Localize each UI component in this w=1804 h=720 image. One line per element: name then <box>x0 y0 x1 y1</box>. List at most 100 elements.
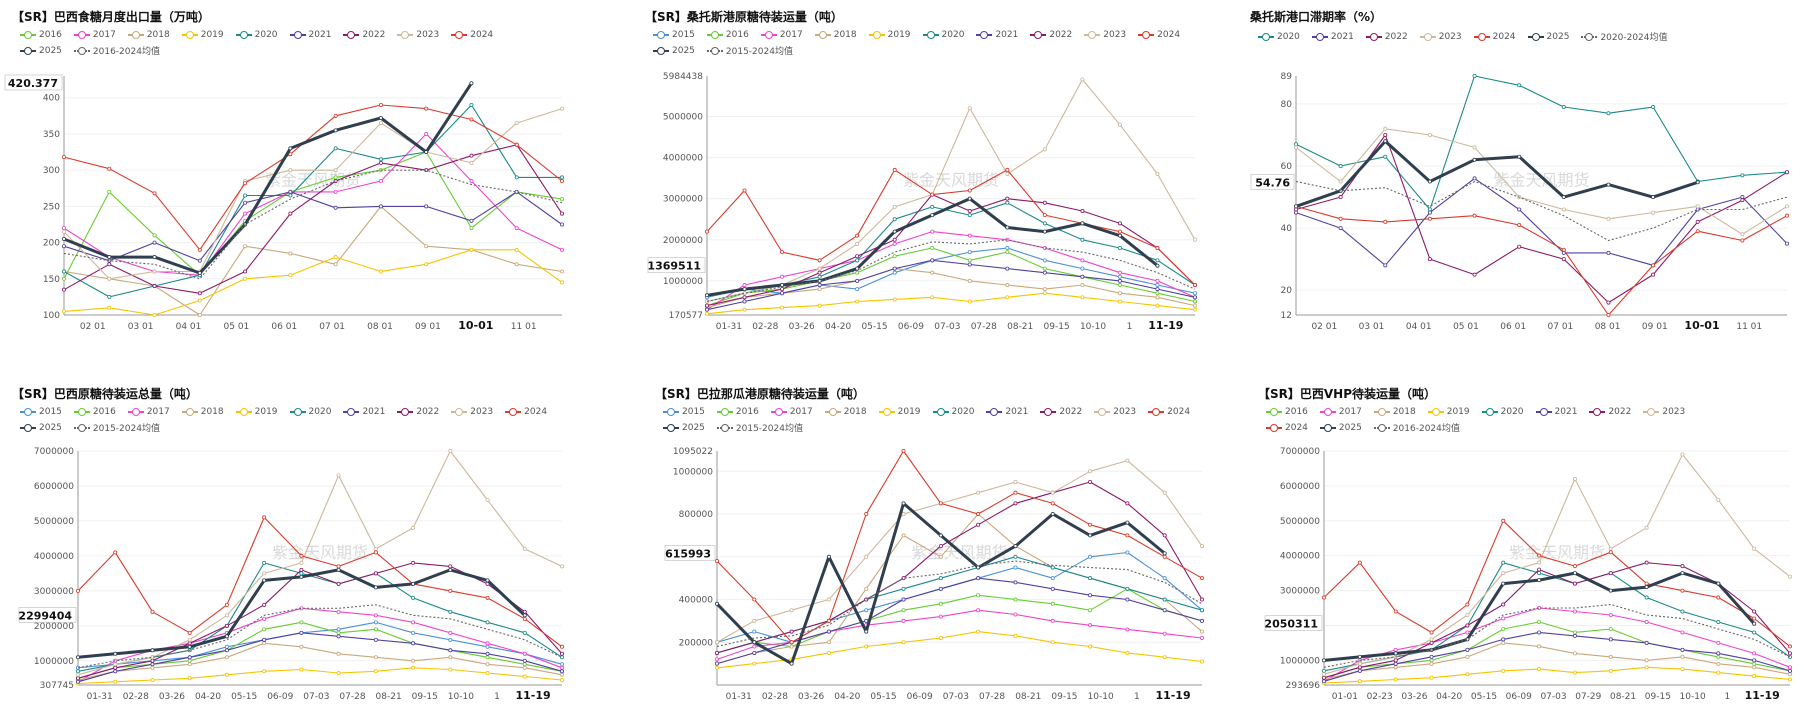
legend-item[interactable]: 2024 <box>1148 407 1190 417</box>
legend-item[interactable]: 2022 <box>343 30 385 40</box>
legend-swatch-icon <box>397 30 414 40</box>
legend-label: 2023 <box>470 407 494 417</box>
data-point <box>1155 283 1160 288</box>
legend-item[interactable]: 2016 <box>706 30 749 40</box>
legend-item[interactable]: 2019 <box>235 407 278 417</box>
data-point <box>1537 567 1542 572</box>
legend-item[interactable]: 2015 <box>653 30 695 40</box>
data-point <box>976 608 981 613</box>
highlight-value-box <box>4 74 63 91</box>
legend-item[interactable]: 2025 <box>20 44 62 57</box>
legend-item[interactable]: 2016 <box>20 30 62 40</box>
legend-item[interactable]: 2022 <box>1589 407 1631 417</box>
data-point <box>1117 283 1122 288</box>
legend-item[interactable]: 2015-2024均值 <box>706 44 793 57</box>
data-point <box>817 258 822 263</box>
legend-item[interactable]: 2024 <box>1473 30 1516 43</box>
legend-item[interactable]: 2022 <box>1040 407 1082 417</box>
legend-item[interactable]: 2016 <box>1266 407 1308 417</box>
legend-item[interactable]: 2024 <box>1266 421 1308 434</box>
legend-item[interactable]: 2019 <box>878 407 921 417</box>
legend-item[interactable]: 2015-2024均值 <box>73 421 160 434</box>
legend-item[interactable]: 2018 <box>824 407 867 417</box>
x-tick-label: 03-26 <box>1401 692 1427 702</box>
legend-item[interactable]: 2020 <box>289 407 331 417</box>
data-point <box>378 157 383 162</box>
legend-label: 2016 <box>725 30 749 40</box>
legend-item[interactable]: 2021 <box>343 407 385 417</box>
legend-item[interactable]: 2016 <box>73 407 116 417</box>
legend-item[interactable]: 2021 <box>1311 30 1354 43</box>
data-point <box>469 247 474 252</box>
data-point <box>705 307 710 312</box>
data-point <box>1501 637 1506 642</box>
legend-item[interactable]: 2025 <box>20 421 62 434</box>
legend-swatch-icon <box>1040 407 1057 417</box>
legend-item[interactable]: 2018 <box>814 30 857 40</box>
data-point <box>522 651 527 656</box>
legend-swatch-icon <box>1266 423 1282 433</box>
legend-item[interactable]: 2015-2024均值 <box>716 421 803 434</box>
legend-item[interactable]: 2024 <box>451 30 493 40</box>
data-point <box>1680 667 1685 672</box>
data-point <box>1383 132 1388 137</box>
data-point <box>1088 576 1093 581</box>
data-point <box>336 634 341 639</box>
legend-item[interactable]: 2018 <box>1373 407 1416 417</box>
legend-item[interactable]: 2025 <box>653 44 695 57</box>
legend-item[interactable]: 2024 <box>1138 30 1180 40</box>
legend-item[interactable]: 2015 <box>663 407 705 417</box>
legend-item[interactable]: 2017 <box>770 407 813 417</box>
legend-item[interactable]: 2020 <box>922 30 964 40</box>
legend-item[interactable]: 2020 <box>1258 30 1300 43</box>
legend-item[interactable]: 2021 <box>1535 407 1577 417</box>
legend-item[interactable]: 2020 <box>235 30 278 40</box>
legend-item[interactable]: 2019 <box>181 30 224 40</box>
legend-item[interactable]: 2018 <box>181 407 224 417</box>
legend-item[interactable]: 2017 <box>127 407 170 417</box>
legend-item[interactable]: 2023 <box>1419 30 1462 43</box>
legend-item[interactable]: 2021 <box>976 30 1018 40</box>
legend-label: 2022 <box>1608 407 1632 417</box>
legend-item[interactable]: 2025 <box>663 421 705 434</box>
legend-item[interactable]: 2025 <box>1319 421 1362 434</box>
legend-item[interactable]: 2019 <box>868 30 911 40</box>
data-point <box>1042 221 1047 226</box>
data-point <box>424 106 429 111</box>
legend-item[interactable]: 2020-2024均值 <box>1581 30 1668 43</box>
legend-item[interactable]: 2016-2024均值 <box>73 44 160 57</box>
legend-item[interactable]: 2020 <box>1481 407 1524 417</box>
legend-item[interactable]: 2023 <box>1643 407 1685 417</box>
legend-item[interactable]: 2023 <box>1094 407 1136 417</box>
legend-item[interactable]: 2017 <box>73 30 116 40</box>
data-point <box>299 567 304 572</box>
legend-item[interactable]: 2023 <box>1084 30 1126 40</box>
legend-item[interactable]: 2023 <box>397 30 439 40</box>
series-line-2015-2024均值 <box>716 560 1203 648</box>
legend-item[interactable]: 2022 <box>397 407 439 417</box>
legend-item[interactable]: 2021 <box>986 407 1028 417</box>
legend-item[interactable]: 2021 <box>289 30 331 40</box>
legend-item[interactable]: 2019 <box>1427 407 1470 417</box>
data-point <box>1788 644 1793 649</box>
legend-item[interactable]: 2025 <box>1527 30 1569 43</box>
legend-item[interactable]: 2023 <box>451 407 493 417</box>
legend-item[interactable]: 2022 <box>1365 30 1408 43</box>
legend-item[interactable]: 2016 <box>716 407 759 417</box>
legend-item[interactable]: 2015 <box>20 407 62 417</box>
data-point <box>855 233 860 238</box>
data-point <box>187 655 192 660</box>
legend-item[interactable]: 2020 <box>932 407 974 417</box>
legend-item[interactable]: 2016-2024均值 <box>1373 421 1460 434</box>
y-tick-label: 4000000 <box>34 552 74 562</box>
legend-item[interactable]: 2017 <box>1319 407 1362 417</box>
legend-item[interactable]: 2018 <box>127 30 170 40</box>
data-point <box>113 679 118 684</box>
data-point <box>224 634 229 639</box>
data-point <box>864 512 869 517</box>
legend-item[interactable]: 2022 <box>1030 30 1072 40</box>
legend-item[interactable]: 2017 <box>760 30 803 40</box>
y-tick-label: 40 <box>1281 224 1293 234</box>
x-tick-label: 10-10 <box>448 692 474 702</box>
legend-item[interactable]: 2024 <box>505 407 547 417</box>
